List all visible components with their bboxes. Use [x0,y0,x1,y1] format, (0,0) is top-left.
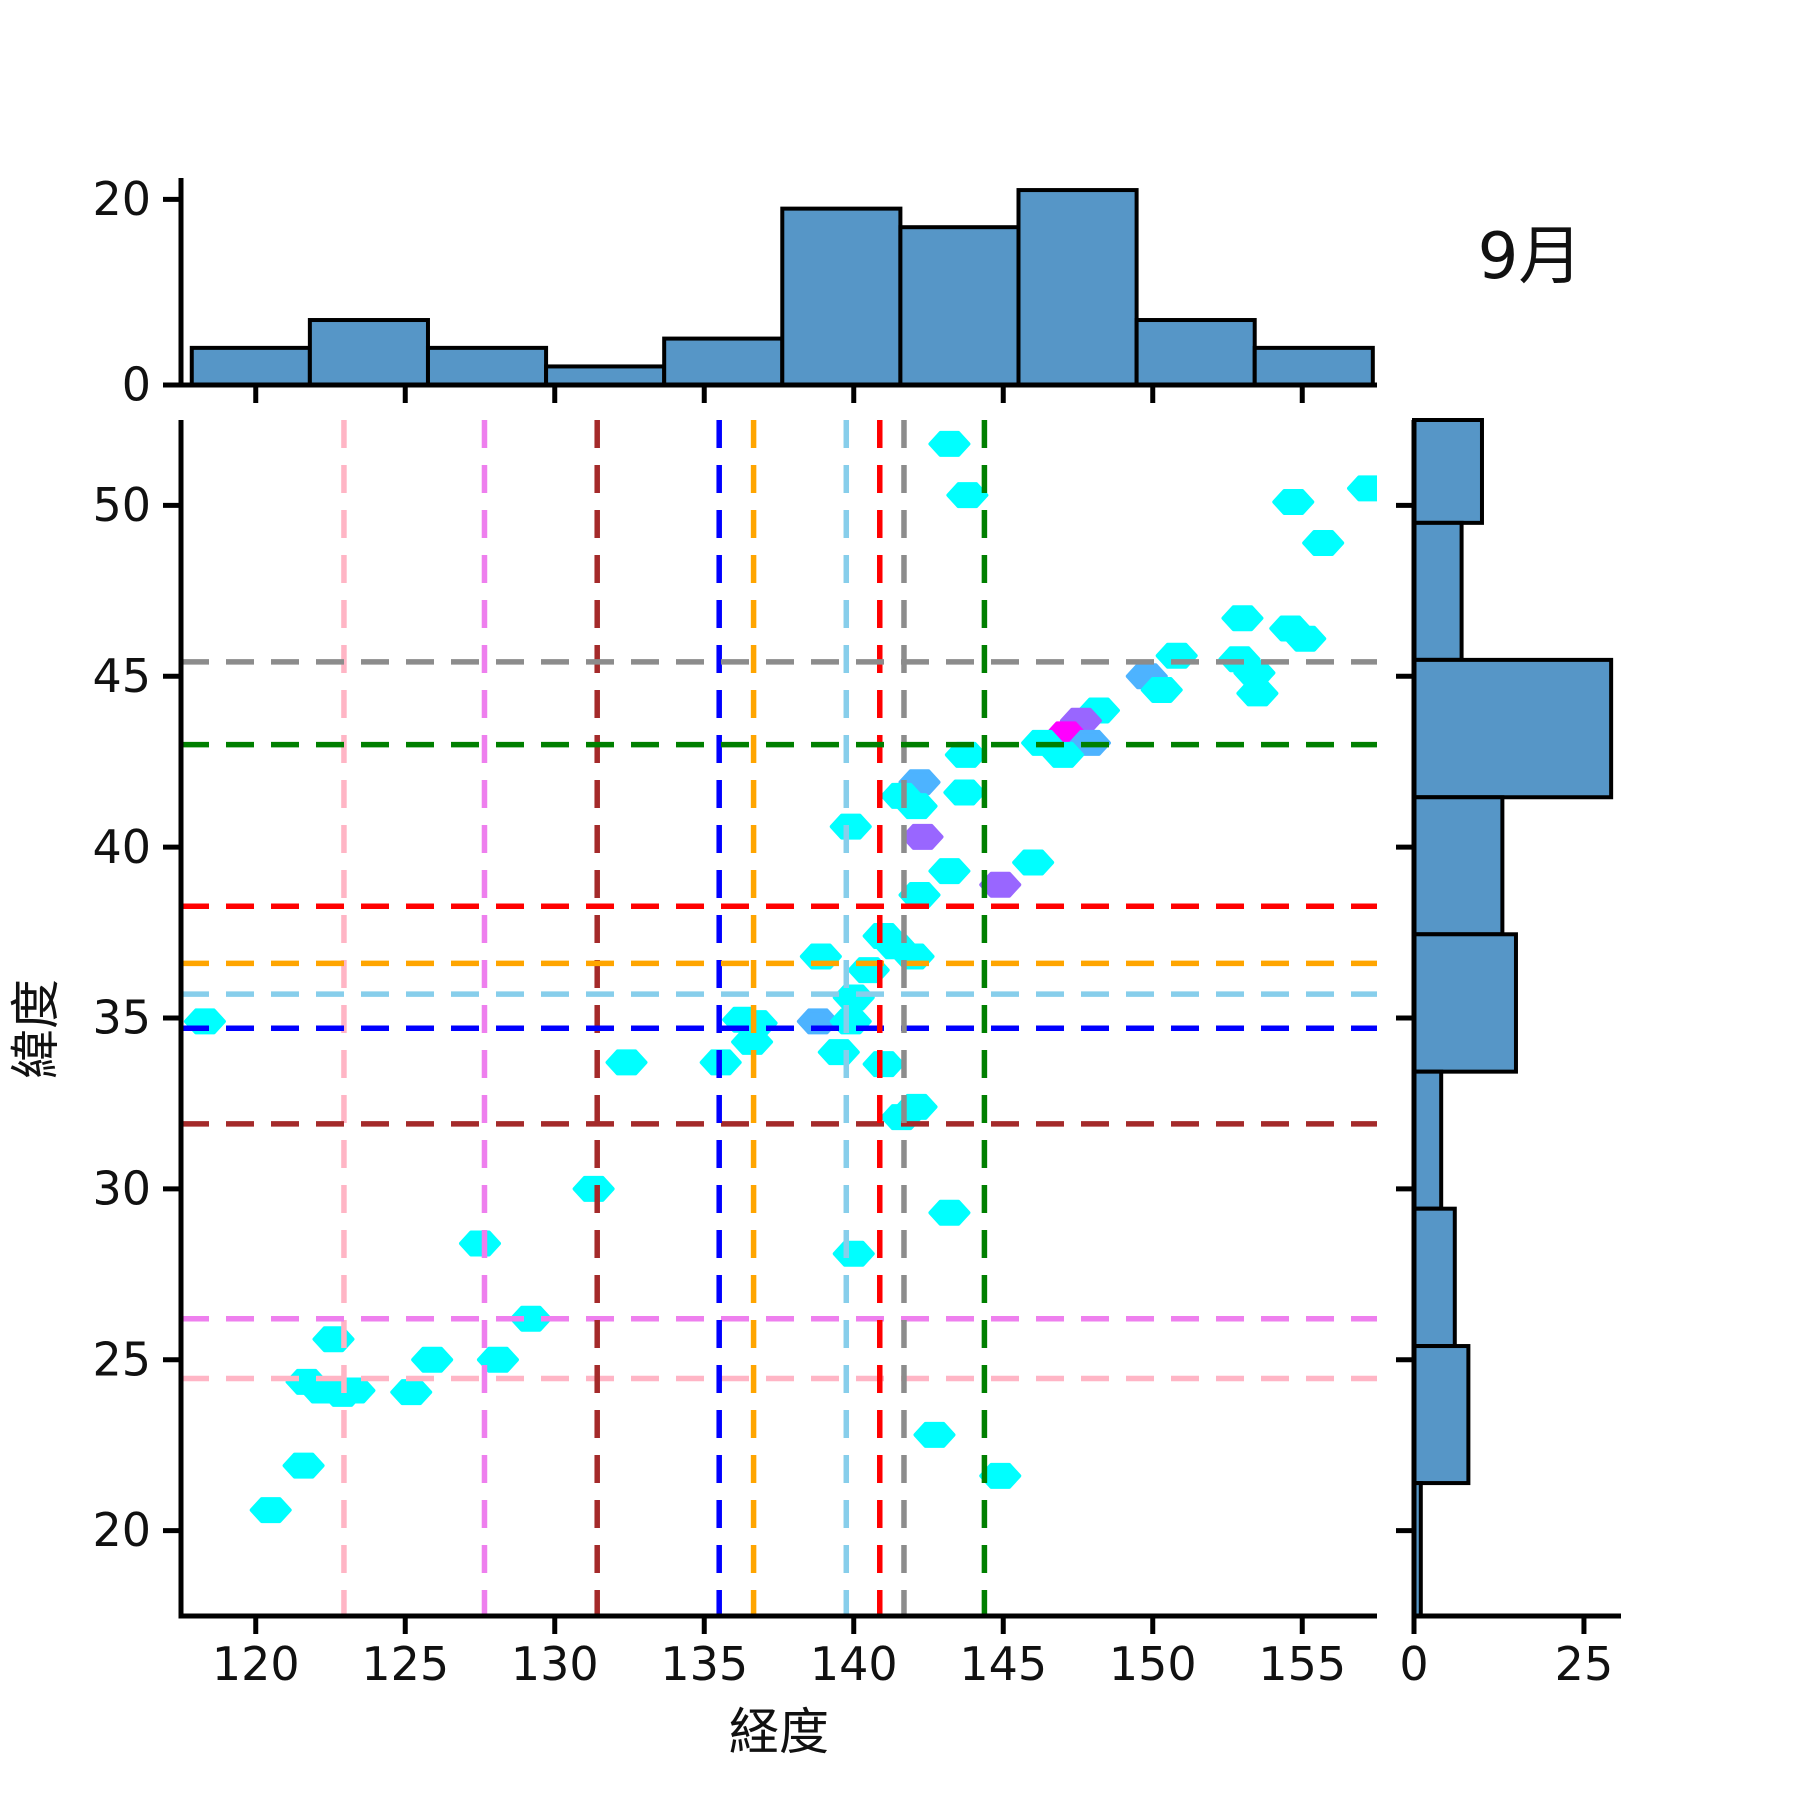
top-hist-tick-label: 20 [92,172,151,226]
scatter-point [979,1462,1022,1489]
right-hist-bar [1412,1206,1457,1349]
scatter-point [1272,489,1315,516]
top-hist-bar [662,336,785,387]
scatter-point [476,1346,519,1373]
top-hist-tick-label: 0 [122,358,151,412]
figure-title: 9月 [1477,220,1583,294]
right-hist-bar [1412,520,1464,662]
scatter-point [249,1497,292,1524]
top-hist-bar [1252,345,1375,388]
scatter-point [829,813,872,840]
top-hist-bar [1016,188,1139,387]
right-hist-bar [1412,418,1484,525]
scatter-point [1284,625,1327,652]
x-tick-label: 155 [1258,1637,1346,1691]
top-hist-bar [425,345,549,388]
x-tick-label: 125 [361,1637,449,1691]
scatter-point [862,1051,905,1078]
scatter-point [572,1175,615,1202]
right-hist-bar [1412,932,1518,1074]
right-hist-bar [1412,795,1505,937]
top-hist-bar [1134,318,1257,388]
y-tick-label: 35 [92,991,151,1045]
x-tick-label: 150 [1109,1637,1197,1691]
right-hist-bar [1412,657,1614,800]
scatter-point [411,1346,454,1373]
joint-plot-area [181,420,1377,1616]
right-hist-tick-label: 0 [1399,1637,1428,1691]
y-tick-label: 25 [92,1332,151,1386]
right-hist-tick-label: 25 [1555,1637,1614,1691]
x-tick-label: 120 [212,1637,300,1691]
scatter-point [895,793,938,820]
right-hist-bar [1412,1344,1471,1486]
scatter-point [901,823,944,850]
x-tick-label: 130 [511,1637,599,1691]
top-hist-bar [189,345,312,388]
scatter-point [390,1379,433,1406]
y-tick-label: 45 [92,649,151,703]
scatter-point [605,1049,648,1076]
scatter-point [1012,849,1055,876]
right-hist-bar [1412,1069,1444,1211]
top-hist-bar [307,318,430,388]
scatter-point [928,858,971,885]
scatter-point [1236,680,1279,707]
scatter-point [943,779,986,806]
y-tick-label: 40 [92,820,151,874]
scatter-point [1347,475,1377,502]
y-axis-label: 緯度 [7,979,65,1079]
scatter-point [312,1326,355,1353]
scatter-point [928,430,971,457]
scatter-point [731,1028,774,1055]
scatter-point [832,984,875,1011]
top-hist-bar [780,206,903,387]
scatter-point [817,1039,860,1066]
y-tick-label: 50 [92,478,151,532]
x-tick-label: 135 [660,1637,748,1691]
scatter-point [459,1230,501,1257]
scatter-point [1221,605,1264,632]
x-axis-label: 経度 [729,1703,829,1761]
scatter-point [979,871,1022,898]
scatter-point [832,1240,875,1267]
top-hist-bar [898,225,1021,387]
scatter-point [928,1199,971,1226]
scatter-point [1140,676,1183,703]
x-tick-label: 140 [810,1637,898,1691]
scatter-point [333,1377,376,1404]
y-tick-label: 20 [92,1503,151,1557]
scatter-point [1302,530,1345,557]
scatter-point [913,1421,956,1448]
y-tick-label: 30 [92,1161,151,1215]
scatter-point [282,1452,325,1479]
top-hist-bar [544,364,667,387]
x-tick-label: 145 [959,1637,1047,1691]
scatter-point [946,482,989,509]
